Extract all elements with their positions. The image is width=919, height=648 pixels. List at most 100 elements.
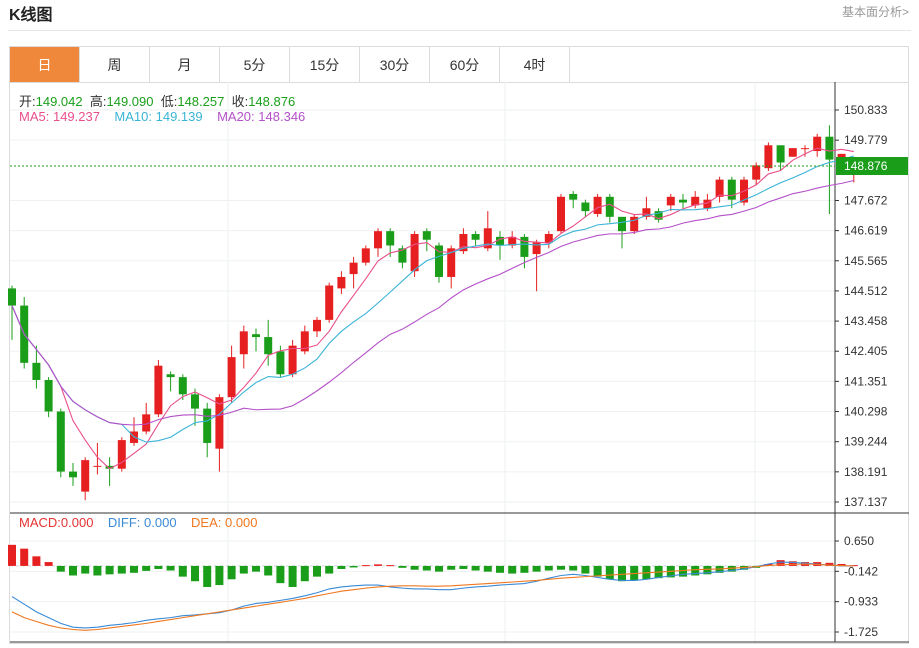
candle-body — [508, 236, 517, 246]
macd-bar — [325, 565, 334, 574]
candle-body — [752, 165, 761, 180]
candle-body — [581, 202, 590, 212]
candle-body — [788, 148, 797, 157]
candle-body — [56, 411, 65, 472]
tab-week[interactable]: 周 — [80, 47, 150, 82]
dea-line — [11, 563, 854, 631]
price-tick-label: 137.137 — [844, 495, 888, 509]
macd-bar — [105, 565, 114, 575]
ma-readout: MA5: 149.237 MA10: 149.139 MA20: 148.346 — [19, 109, 305, 124]
macd-bar — [227, 565, 236, 580]
candle-body — [520, 236, 529, 257]
macd-bar — [20, 548, 29, 566]
macd-bar — [544, 565, 553, 571]
candle-body — [703, 199, 712, 209]
candle-body — [264, 337, 273, 355]
chart-frame — [9, 82, 909, 644]
candle-body — [776, 145, 785, 163]
ma5-line — [11, 147, 854, 470]
header-divider — [8, 30, 911, 31]
ma10-label: MA10: — [114, 109, 152, 124]
macd-bar — [288, 565, 297, 587]
candle-body — [593, 196, 602, 214]
open-label: 开: — [19, 94, 36, 109]
macd-bar — [130, 565, 138, 573]
macd-bar — [837, 563, 846, 566]
candle-body — [410, 234, 419, 272]
macd-bar — [447, 565, 456, 570]
macd-bar — [142, 565, 151, 571]
candle-body — [337, 276, 346, 289]
low-value: 148.257 — [177, 94, 225, 109]
candle-body — [618, 216, 626, 232]
macd-bar — [727, 565, 736, 572]
macd-readout: MACD:0.000 DIFF: 0.000 DEA: 0.000 — [19, 515, 258, 530]
macd-bar — [532, 565, 541, 572]
period-tabs: 日 周 月 5分 15分 30分 60分 4时 — [9, 46, 909, 82]
price-tick-label: 149.779 — [844, 133, 888, 147]
price-tick-label: 141.351 — [844, 374, 888, 388]
macd-bar — [8, 544, 16, 566]
tab-month[interactable]: 月 — [150, 47, 220, 82]
candle-body — [142, 414, 151, 432]
macd-bar — [569, 565, 578, 571]
macd-bar — [178, 565, 187, 577]
candle-body — [154, 365, 163, 415]
tab-15min[interactable]: 15分 — [290, 47, 360, 82]
macd-bar — [154, 565, 163, 569]
ma20-value: 148.346 — [258, 109, 306, 124]
candle-body — [203, 408, 212, 443]
candle-body — [105, 465, 114, 469]
macd-bar — [81, 565, 90, 574]
macd-bar — [398, 565, 407, 568]
tab-5min[interactable]: 5分 — [220, 47, 290, 82]
macd-bar — [788, 561, 797, 566]
macd-bar — [276, 565, 285, 584]
open-value: 149.042 — [35, 94, 83, 109]
macd-bar — [483, 565, 492, 572]
macd-bar — [618, 565, 626, 582]
macd-bar — [557, 565, 565, 570]
candle-body — [374, 231, 382, 249]
fundamental-analysis-link[interactable]: 基本面分析> — [841, 5, 909, 19]
candle-body — [288, 345, 297, 375]
macd-tick-label: -0.933 — [844, 595, 878, 609]
candle-body — [471, 234, 480, 240]
macd-bar — [459, 565, 468, 569]
candle-body — [447, 248, 456, 277]
candle-body — [837, 153, 846, 160]
candle-body — [93, 465, 102, 467]
candle-body — [276, 351, 285, 375]
candle-body — [32, 362, 41, 380]
macd-bar — [410, 565, 419, 570]
price-tick-label: 145.565 — [844, 254, 888, 268]
candle-body — [191, 394, 199, 409]
candle-body — [532, 242, 541, 255]
candlestick-chart[interactable]: 150.833 149.779 147.672 146.619 145.565 144.5… — [0, 82, 919, 648]
diff-line — [11, 561, 854, 629]
candle-body — [8, 288, 16, 306]
tab-30min[interactable]: 30分 — [360, 47, 430, 82]
candle-body — [813, 136, 822, 152]
macd-bar — [593, 565, 602, 577]
macd-bar — [581, 565, 590, 574]
candle-body — [642, 208, 651, 217]
ma5-label: MA5: — [19, 109, 50, 124]
macd-bar — [252, 565, 260, 572]
macd-bar — [32, 556, 41, 566]
tab-4hour[interactable]: 4时 — [500, 47, 570, 82]
current-price-label: 148.876 — [844, 159, 888, 173]
tab-day[interactable]: 日 — [10, 47, 80, 82]
candle-body — [764, 145, 773, 169]
macd-bar — [422, 565, 431, 571]
candle-body — [654, 211, 663, 220]
price-tick-label: 138.191 — [844, 465, 888, 479]
candle-body — [325, 285, 334, 320]
price-tick-label: 143.458 — [844, 314, 888, 328]
macd-tick-label: -0.142 — [844, 564, 878, 578]
candle-body — [239, 331, 248, 355]
macd-bar — [44, 562, 53, 566]
candle-body — [666, 196, 675, 206]
tab-60min[interactable]: 60分 — [430, 47, 500, 82]
macd-bar — [300, 565, 309, 582]
